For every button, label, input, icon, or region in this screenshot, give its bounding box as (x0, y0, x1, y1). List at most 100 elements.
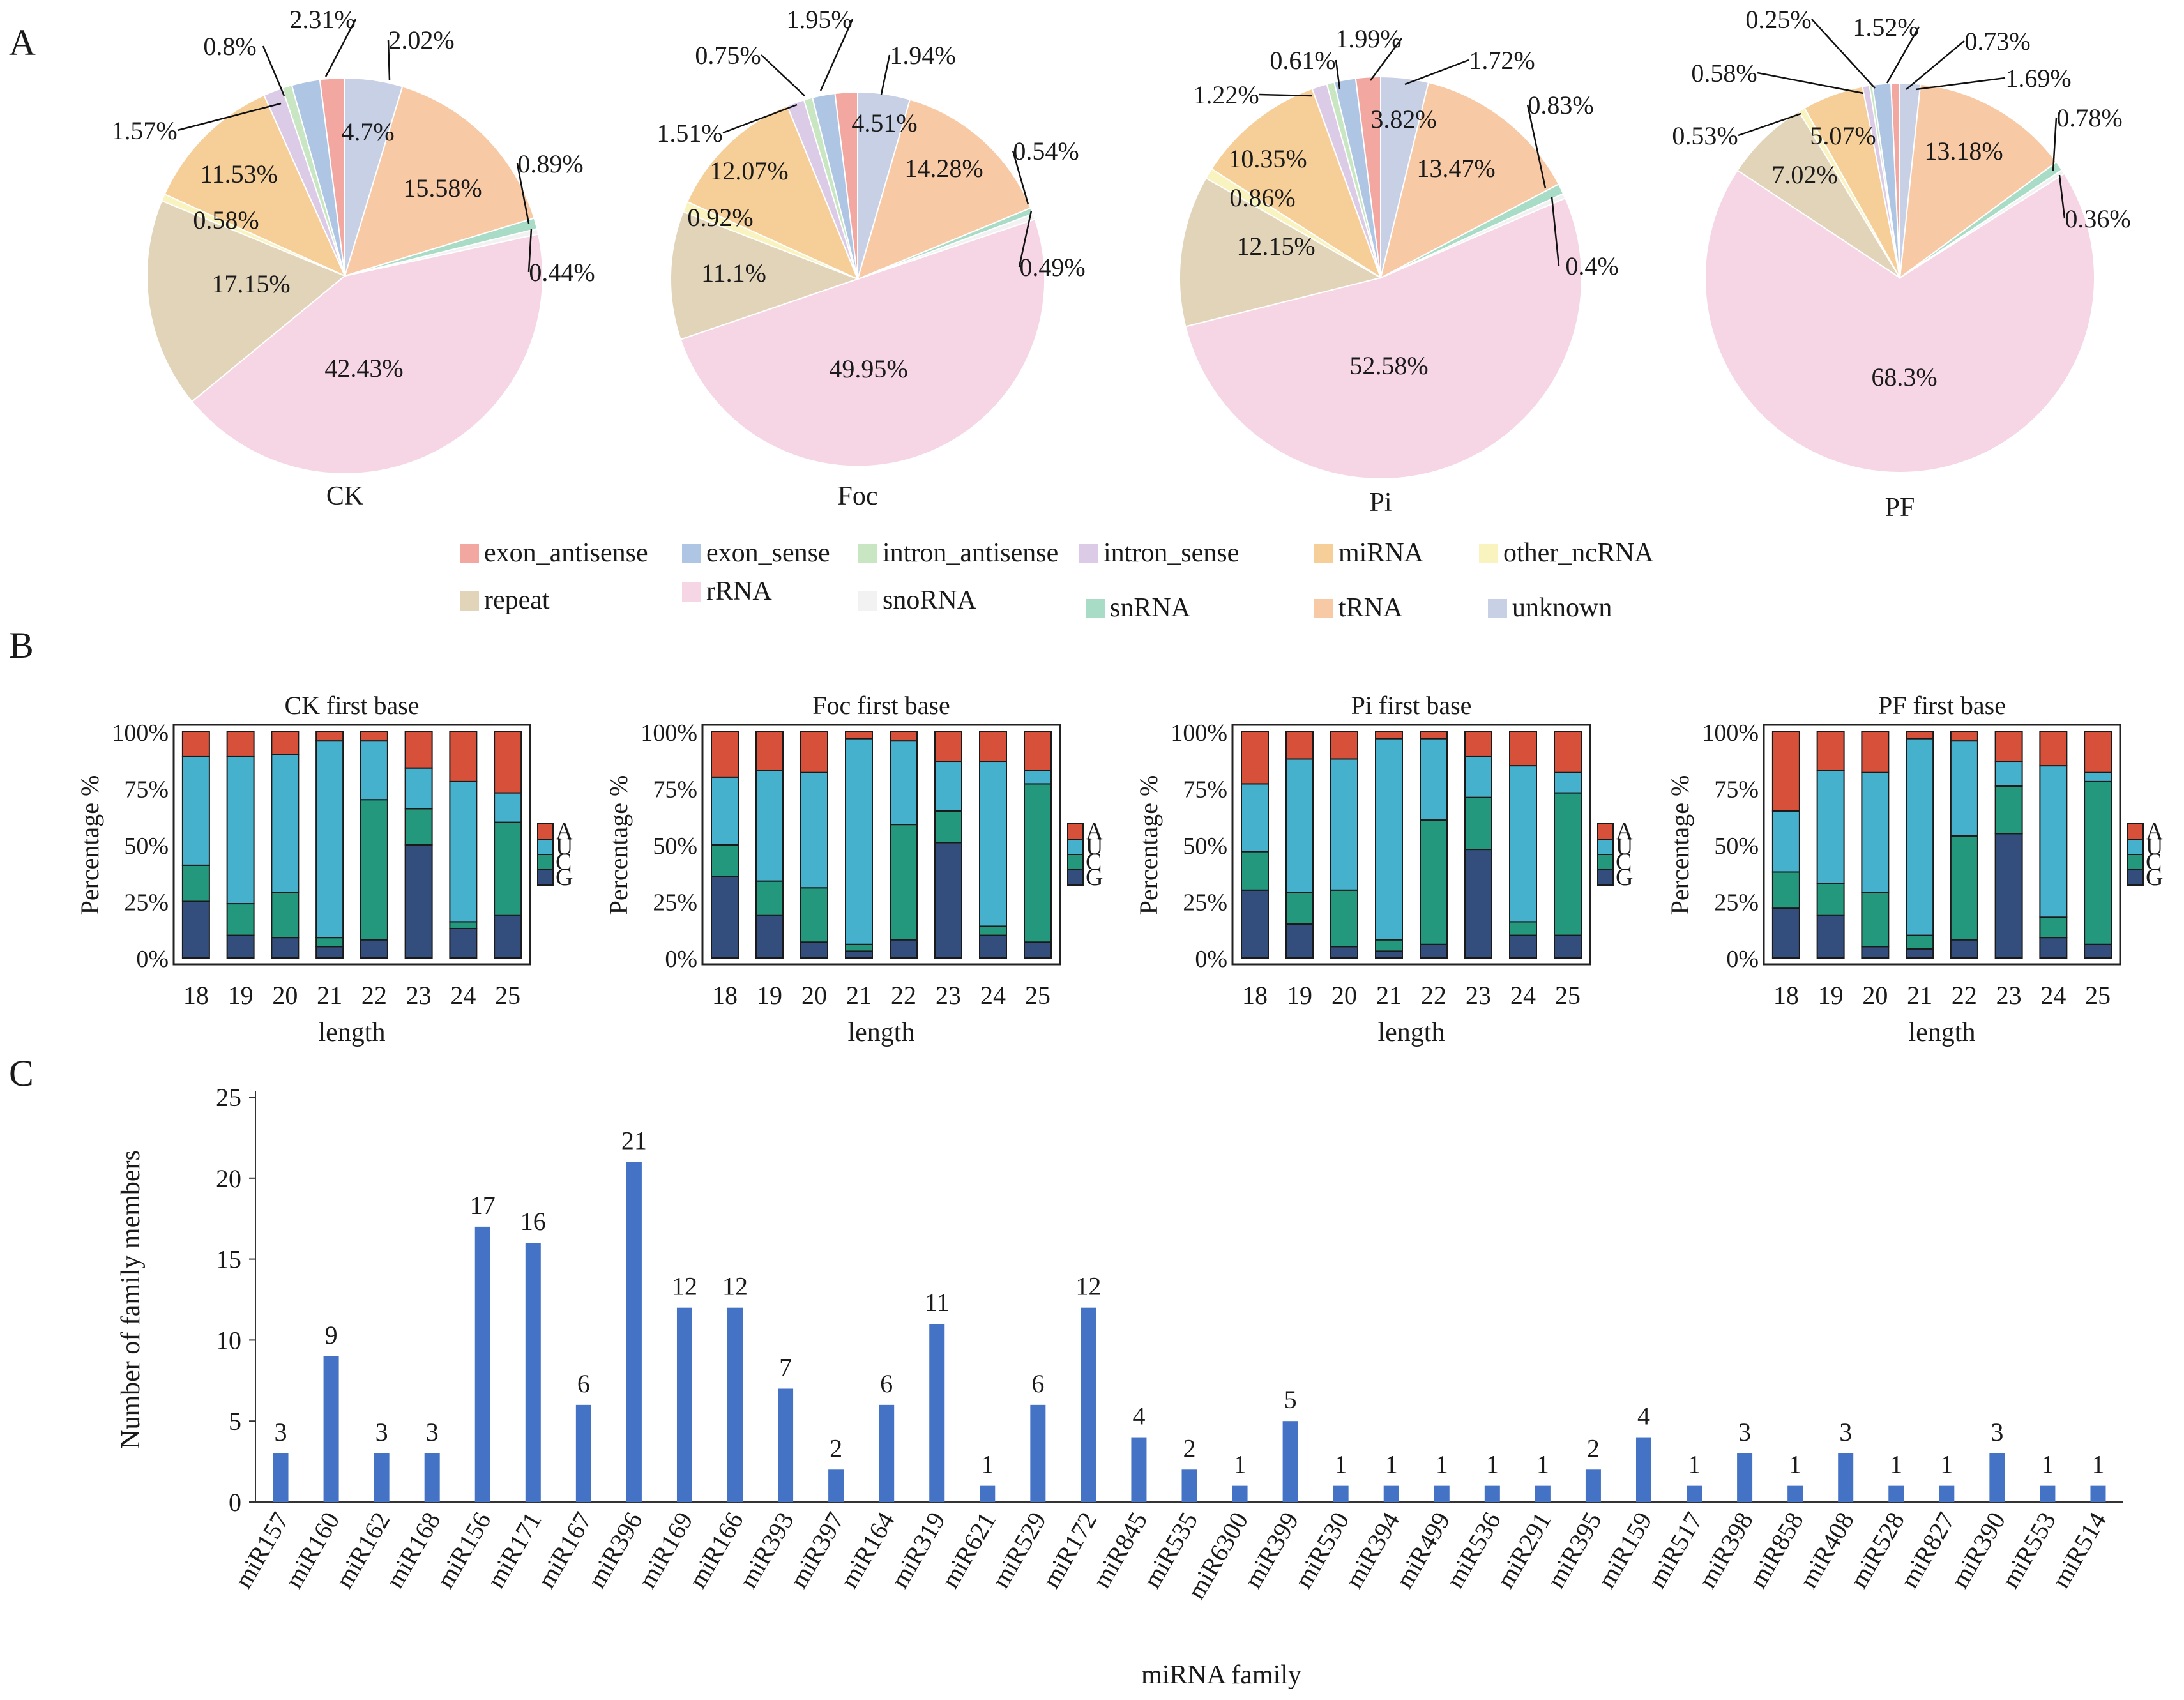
stack-segment-G (271, 937, 300, 959)
base-legend-label-G: G (556, 864, 573, 891)
base-legend-label-A: A (1086, 818, 1103, 845)
bar-miR528 (1888, 1485, 1904, 1502)
pie-leader-line (722, 103, 798, 134)
legend-item-repeat: repeat (460, 586, 550, 615)
pie-leader-line (177, 102, 282, 132)
pie-leader-line (1369, 38, 1403, 81)
stack-segment-A (979, 731, 1007, 763)
stack-segment-A (934, 731, 962, 763)
bar-miR398 (1737, 1453, 1753, 1502)
stack-segment-C (979, 925, 1007, 936)
x-axis-title: length (1378, 1018, 1445, 1047)
x-tick-label: 20 (1331, 981, 1357, 1010)
pie-slice-foc-unknown (857, 91, 911, 280)
bar-miR536 (1484, 1485, 1500, 1502)
stack-segment-U (1024, 770, 1052, 785)
bar-miR171 (525, 1243, 541, 1502)
stack-segment-U (1771, 810, 1800, 873)
y-tick-label: 75% (124, 777, 169, 803)
stack-segment-A (1024, 731, 1052, 771)
stack-segment-G (1024, 941, 1052, 959)
x-tick-label: 24 (450, 981, 476, 1010)
stack-segment-U (2084, 771, 2112, 782)
pie-data-label: 11.53% (200, 160, 278, 188)
base-legend-swatch-A (2127, 823, 2144, 840)
x-tick-label: 19 (228, 981, 254, 1010)
base-legend-swatch-C (1597, 854, 1614, 870)
stack-segment-U (755, 770, 784, 882)
legend-item-tRNA: tRNA (1314, 593, 1403, 623)
stacked-chart-ck: CK first base 0% 25% 50% 75% 100% Percentage %… (75, 691, 573, 1047)
bar-miR291 (1535, 1485, 1551, 1502)
pie-data-label: 0.75% (695, 41, 761, 70)
stack-segment-A (1420, 731, 1448, 740)
bar-value-label: 3 (1991, 1418, 2003, 1446)
x-tick-label: 20 (1862, 981, 1888, 1010)
stack-segment-U (1241, 783, 1269, 853)
pie-leader-line (1915, 77, 2006, 91)
x-tick-label: 24 (2040, 981, 2066, 1010)
legend-swatch (1086, 599, 1105, 618)
legend-swatch (1314, 599, 1333, 618)
plot-frame (701, 724, 1061, 966)
stack-segment-G (181, 900, 210, 959)
legend-label: intron_sense (1103, 538, 1239, 568)
pie-data-label: 15.58% (403, 174, 482, 202)
pie-data-label: 42.43% (324, 354, 403, 383)
legend-label: rRNA (706, 577, 772, 606)
pie-leader-line (1886, 26, 1920, 84)
plot-frame (1763, 724, 2121, 966)
pie-data-label: 0.36% (2065, 204, 2130, 233)
pie-data-label: 0.61% (1270, 46, 1335, 75)
legend-swatch (682, 582, 701, 602)
legend-swatch (1479, 544, 1498, 563)
bar-value-label: 3 (426, 1418, 439, 1446)
bar-value-label: 1 (1688, 1450, 1701, 1479)
stack-segment-A (755, 731, 784, 771)
base-legend-swatch-A (1067, 823, 1084, 840)
stack-segment-U (1816, 770, 1845, 884)
base-legend-swatch-C (2127, 854, 2144, 870)
legend-label: other_ncRNA (1503, 538, 1654, 568)
stack-segment-U (1285, 758, 1314, 893)
pie-legend: exon_antisense exon_sense intron_antisense… (460, 538, 1654, 623)
pie-data-label: 10.35% (1228, 144, 1307, 173)
stack-segment-G (845, 950, 873, 959)
pie-slice-ck-repeat (146, 200, 346, 403)
pie-slice-ck-unknown (344, 77, 404, 277)
stack-segment-G (360, 939, 388, 959)
stack-segment-C (315, 937, 344, 948)
bar-miR319 (929, 1324, 945, 1502)
bar-miR6300 (1232, 1485, 1248, 1502)
bar-value-label: 1 (1890, 1450, 1902, 1479)
legend-item-miRNA: miRNA (1314, 538, 1424, 568)
stack-segment-A (1771, 731, 1800, 812)
x-tick-label: 18 (1242, 981, 1268, 1010)
bar-miR514 (2090, 1485, 2106, 1502)
y-axis-title: Percentage % (604, 775, 633, 915)
pie-data-label: 13.47% (1416, 154, 1495, 183)
y-tick-label: 25% (653, 890, 697, 916)
stack-segment-U (1906, 738, 1934, 936)
bar-miR168 (424, 1453, 440, 1502)
y-tick-label: 75% (1183, 777, 1227, 803)
y-axis-title: Number of family members (116, 1150, 146, 1449)
stack-segment-G (2084, 943, 2112, 959)
bar-miR390 (1989, 1453, 2005, 1502)
pie-data-label: 0.44% (529, 258, 595, 287)
pie-slice-pi-tRNA (1379, 81, 1560, 279)
pie-leader-line (880, 54, 891, 95)
x-axis-title: length (319, 1018, 386, 1047)
stack-segment-G (1420, 943, 1448, 959)
stack-segment-U (1375, 738, 1403, 941)
stack-segment-A (181, 731, 210, 757)
x-tick-label: 23 (936, 981, 961, 1010)
stack-segment-A (1285, 731, 1314, 760)
y-tick-label: 50% (653, 833, 697, 860)
y-tick-label: 0% (1195, 946, 1227, 973)
x-tick-label: 23 (406, 981, 432, 1010)
y-tick-label: 0% (136, 946, 169, 973)
stack-segment-A (1906, 731, 1934, 740)
bar-value-label: 3 (1738, 1418, 1751, 1446)
